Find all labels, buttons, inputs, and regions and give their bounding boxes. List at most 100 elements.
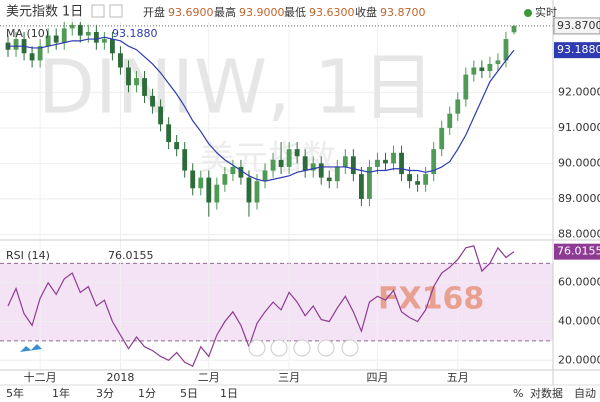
candle-body — [431, 149, 437, 175]
candle-body — [487, 63, 493, 72]
candle-body — [415, 181, 421, 185]
low-label: 最低 — [284, 6, 306, 19]
nav-button[interactable] — [341, 339, 359, 357]
last-price-badge — [553, 17, 600, 35]
candle-body — [53, 35, 59, 43]
candle-body — [134, 78, 139, 86]
y-tick-label: 90.0000 — [558, 156, 600, 169]
header-interval: 1日 — [62, 5, 83, 20]
y-tick-label: 20.0000 — [558, 353, 600, 366]
under-layer — [0, 0, 553, 370]
candle-body — [198, 177, 204, 189]
candle-body — [350, 156, 356, 175]
candle-body — [471, 67, 477, 75]
candle-body — [142, 78, 147, 96]
watermark-logo: FX168 — [378, 282, 484, 317]
nav-buttons — [248, 339, 359, 357]
rsi-value: 76.0155 — [108, 249, 154, 262]
candle-body — [503, 39, 509, 61]
watermark-name: 美元指数 — [200, 139, 336, 179]
ma-badge-label: 93.1880 — [557, 43, 600, 56]
nav-button[interactable] — [270, 339, 288, 357]
icon[interactable] — [109, 4, 123, 18]
nav-button[interactable] — [293, 339, 311, 357]
candle-body — [69, 24, 75, 29]
y-tick-label: 91.0000 — [558, 121, 600, 134]
candle-body — [110, 39, 115, 54]
nav-button[interactable] — [248, 339, 266, 357]
candle-body — [13, 39, 19, 50]
candle-body — [286, 149, 292, 167]
toolbar-button[interactable]: 对数据 — [530, 386, 563, 400]
candle-body — [511, 25, 517, 33]
candle-body — [222, 174, 228, 185]
candle-body — [262, 170, 268, 182]
candle-body — [383, 159, 388, 164]
nav-button[interactable] — [317, 339, 335, 357]
candle-body — [29, 53, 35, 61]
header-title: 美元指数 — [6, 5, 58, 20]
toolbar-button[interactable]: 1分 — [138, 387, 156, 400]
toolbar-button[interactable]: 3分 — [96, 387, 114, 400]
candle-body — [278, 159, 284, 167]
candle-body — [463, 74, 469, 100]
candle-body — [214, 184, 220, 203]
low-value: 93.6300 — [309, 6, 355, 19]
candle-body — [318, 163, 324, 178]
y-tick-label: 92.0000 — [558, 85, 600, 98]
candle-body — [439, 127, 445, 150]
open-label: 开盘 — [143, 5, 165, 19]
watermark-symbol: DINIW, 1日 — [38, 45, 435, 131]
x-tick-label: 五月 — [447, 371, 469, 384]
candle-body — [358, 174, 364, 199]
candle-body — [101, 39, 107, 43]
candle-body — [399, 152, 404, 175]
high-value: 93.9000 — [239, 6, 285, 19]
toolbar-button[interactable]: % — [513, 387, 523, 400]
candle-body — [126, 67, 131, 86]
candle-body — [85, 31, 91, 36]
candle-body — [254, 181, 260, 203]
candle-body — [407, 174, 412, 182]
toolbar-button[interactable]: 自动 — [574, 387, 596, 400]
ma-value: 93.1880 — [112, 27, 158, 40]
candle-body — [495, 60, 501, 64]
candle-body — [150, 95, 155, 107]
candle-body — [342, 156, 348, 167]
rsi-band — [0, 263, 553, 341]
toolbar-button[interactable]: 5日 — [180, 387, 198, 400]
ma-line — [8, 36, 515, 182]
ma-name: MA (10) — [6, 27, 49, 40]
candle-body — [423, 174, 429, 185]
rsi-name: RSI (14) — [6, 249, 50, 262]
candle-body — [190, 170, 196, 189]
x-tick-label: 二月 — [198, 371, 220, 384]
candle-body — [166, 124, 172, 143]
y-tick-label: 40.0000 — [558, 315, 600, 328]
candle-body — [375, 159, 380, 167]
header-bg — [0, 0, 553, 22]
candle-body — [334, 166, 340, 182]
close-value: 93.8700 — [380, 6, 426, 19]
candle-body — [479, 67, 485, 72]
candle-body — [391, 152, 396, 164]
ma-badge — [554, 42, 600, 59]
rsi-badge — [554, 243, 600, 260]
candle-body — [326, 177, 332, 182]
toolbar-button[interactable]: 1日 — [220, 387, 238, 400]
x-tick-label: 三月 — [278, 371, 300, 384]
toolbar-button[interactable]: 5年 — [6, 386, 24, 400]
x-tick-label: 四月 — [366, 371, 388, 384]
icon[interactable] — [91, 4, 105, 18]
realtime-dot — [524, 9, 532, 17]
rsi-badge-label: 76.0155 — [557, 245, 600, 258]
candle-body — [302, 156, 308, 171]
toolbar-button[interactable]: 1年 — [52, 386, 70, 400]
x-tick-label: 十二月 — [24, 370, 57, 384]
y-tick-label: 89.0000 — [558, 192, 600, 205]
candle-body — [45, 35, 51, 47]
rsi-line — [7, 245, 515, 367]
candle-body — [61, 28, 67, 43]
candle-body — [158, 106, 164, 125]
